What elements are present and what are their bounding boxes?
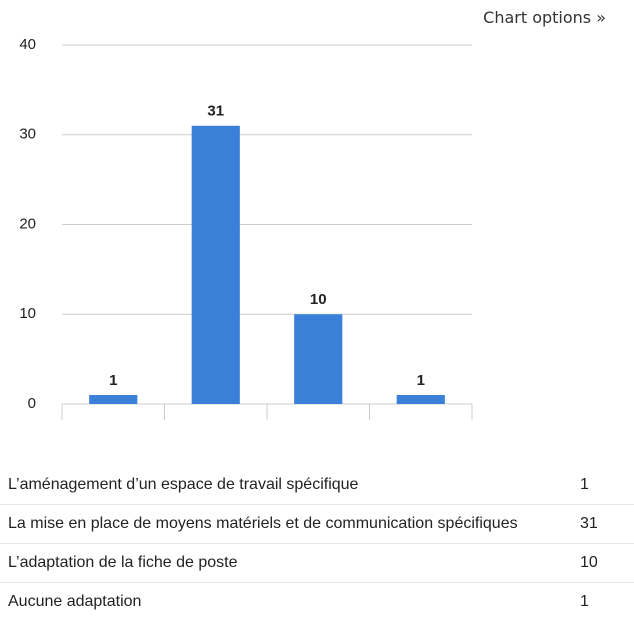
table-row: La mise en place de moyens matériels et …: [0, 504, 634, 543]
y-tick-label: 20: [19, 215, 36, 232]
table-row: L’aménagement d’un espace de travail spé…: [0, 466, 634, 504]
chart-options-link[interactable]: Chart options »: [483, 8, 606, 27]
table-row: Aucune adaptation 1: [0, 582, 634, 621]
data-label: 1: [417, 372, 425, 389]
category-label: L’aménagement d’un espace de travail spé…: [8, 476, 359, 493]
y-tick-label: 10: [19, 305, 36, 322]
category-count: 31: [580, 515, 598, 532]
table-row: L’adaptation de la fiche de poste 10: [0, 543, 634, 582]
category-count: 10: [580, 554, 598, 571]
bar: [89, 395, 138, 404]
data-label: 31: [207, 103, 224, 120]
chart: 0 10 20 30 40 1 31 10 1: [19, 36, 473, 420]
category-count: 1: [580, 476, 589, 493]
category-count: 1: [580, 593, 589, 610]
legend-table: L’aménagement d’un espace de travail spé…: [0, 466, 634, 621]
bar: [294, 314, 343, 404]
data-label: 1: [109, 372, 117, 389]
y-tick-label: 0: [28, 395, 36, 412]
y-tick-label: 40: [19, 36, 36, 53]
category-label: Aucune adaptation: [8, 593, 142, 610]
category-label: L’adaptation de la fiche de poste: [8, 554, 238, 571]
data-label: 10: [310, 291, 327, 308]
category-label: La mise en place de moyens matériels et …: [8, 515, 518, 532]
bar: [191, 125, 240, 405]
y-tick-label: 30: [19, 126, 36, 143]
bar: [396, 395, 445, 404]
